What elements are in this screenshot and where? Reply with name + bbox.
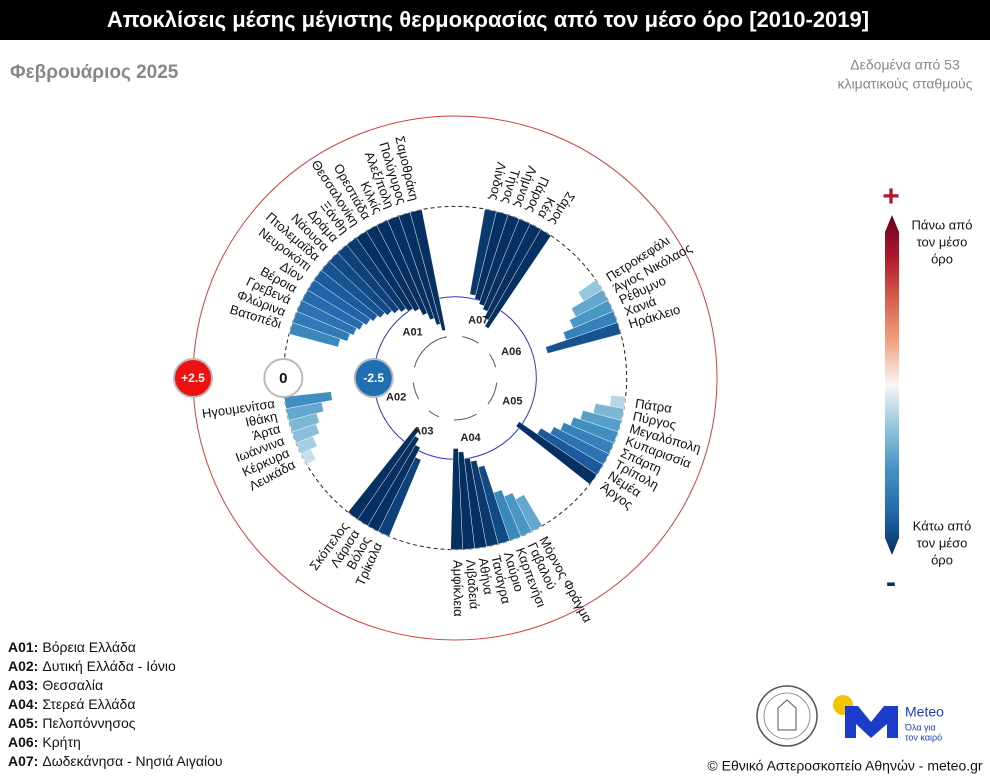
station-label: Λιβαδειά — [463, 559, 482, 611]
tick-label: +2.5 — [181, 371, 205, 385]
group-code: A03 — [413, 425, 433, 437]
legend-name: Θεσσαλία — [42, 677, 103, 693]
legend-code: A05: — [8, 715, 38, 731]
legend-name: Κρήτη — [42, 734, 80, 750]
legend-name: Δυτική Ελλάδα - Ιόνιο — [42, 658, 176, 674]
legend-entry: A06: Κρήτη — [8, 734, 81, 750]
tick-marker — [263, 358, 304, 398]
legend-entry: A07: Δωδεκάνησα - Νησιά Αιγαίου — [8, 753, 223, 769]
group-code: A07 — [468, 314, 488, 326]
note: κλιματικούς σταθμούς — [838, 76, 973, 92]
group-arc — [487, 382, 498, 405]
footer: © Εθνικό Αστεροσκοπείο Αθηνών - meteo.gr — [707, 758, 983, 774]
bar — [545, 322, 622, 354]
legend-entry: A02: Δυτική Ελλάδα - Ιόνιο — [8, 658, 176, 674]
colorbar — [885, 215, 899, 555]
tick-marker — [353, 358, 394, 398]
title-bar — [0, 0, 990, 40]
colorbar-minus: - — [886, 566, 896, 599]
meteo-logo — [833, 695, 898, 738]
colorbar-label: Κάτω από — [913, 518, 971, 533]
group-arc — [412, 382, 420, 400]
tick-label: 0 — [279, 370, 287, 387]
group-arc — [453, 413, 477, 421]
logo-tagline: τον καιρό — [905, 732, 942, 742]
group-code: A01 — [403, 327, 423, 339]
group-code: A06 — [501, 346, 521, 358]
tick-marker — [173, 358, 213, 398]
colorbar-label: τον μέσο — [917, 234, 968, 249]
chart-title: Αποκλίσεις μέσης μέγιστης θερμοκρασίας α… — [107, 7, 869, 32]
bar — [450, 448, 463, 550]
station-label: Πάτρα — [634, 396, 673, 416]
legend-entry: A01: Βόρεια Ελλάδα — [8, 639, 136, 655]
tick-label: -2.5 — [363, 371, 384, 385]
bar — [515, 421, 598, 485]
logo-tagline: Όλα για — [904, 722, 936, 732]
station-label: Αθήνα — [476, 557, 496, 596]
legend-code: A01: — [8, 639, 38, 655]
colorbar-label: όρο — [931, 552, 953, 567]
group-arc — [428, 410, 440, 418]
legend-code: A02: — [8, 658, 38, 674]
logo-name: Meteo — [905, 704, 944, 720]
group-code: A02 — [386, 391, 406, 403]
grid-ring — [373, 296, 537, 460]
bar — [284, 391, 333, 409]
colorbar-label: όρο — [931, 251, 953, 266]
legend-code: A07: — [8, 753, 38, 769]
legend-code: A06: — [8, 734, 38, 750]
group-arc — [413, 336, 447, 368]
group-arc — [462, 336, 479, 344]
legend-name: Δωδεκάνησα - Νησιά Αιγαίου — [42, 753, 222, 769]
bar — [484, 229, 552, 329]
legend-name: Στερεά Ελλάδα — [42, 696, 135, 712]
bar — [409, 209, 446, 332]
observatory-logo — [756, 685, 818, 747]
colorbar-label: τον μέσο — [917, 535, 968, 550]
station-label: Αμφίκλεια — [450, 560, 466, 617]
group-arc — [489, 353, 497, 368]
bar — [347, 427, 420, 520]
legend-code: A03: — [8, 677, 38, 693]
colorbar-plus: + — [882, 180, 900, 213]
legend-code: A04: — [8, 696, 38, 712]
group-code: A04 — [461, 432, 482, 444]
legend-entry: A05: Πελοπόννησος — [8, 715, 136, 731]
colorbar-label: Πάνω από — [912, 217, 973, 232]
group-code: A05 — [502, 395, 522, 407]
legend-entry: A04: Στερεά Ελλάδα — [8, 696, 135, 712]
subtitle: Φεβρουάριος 2025 — [10, 62, 179, 83]
legend-name: Βόρεια Ελλάδα — [42, 639, 136, 655]
legend-name: Πελοπόννησος — [42, 715, 135, 731]
note: Δεδομένα από 53 — [850, 57, 960, 73]
legend-entry: A03: Θεσσαλία — [8, 677, 103, 693]
station-label: Ιθάκη — [244, 408, 279, 429]
